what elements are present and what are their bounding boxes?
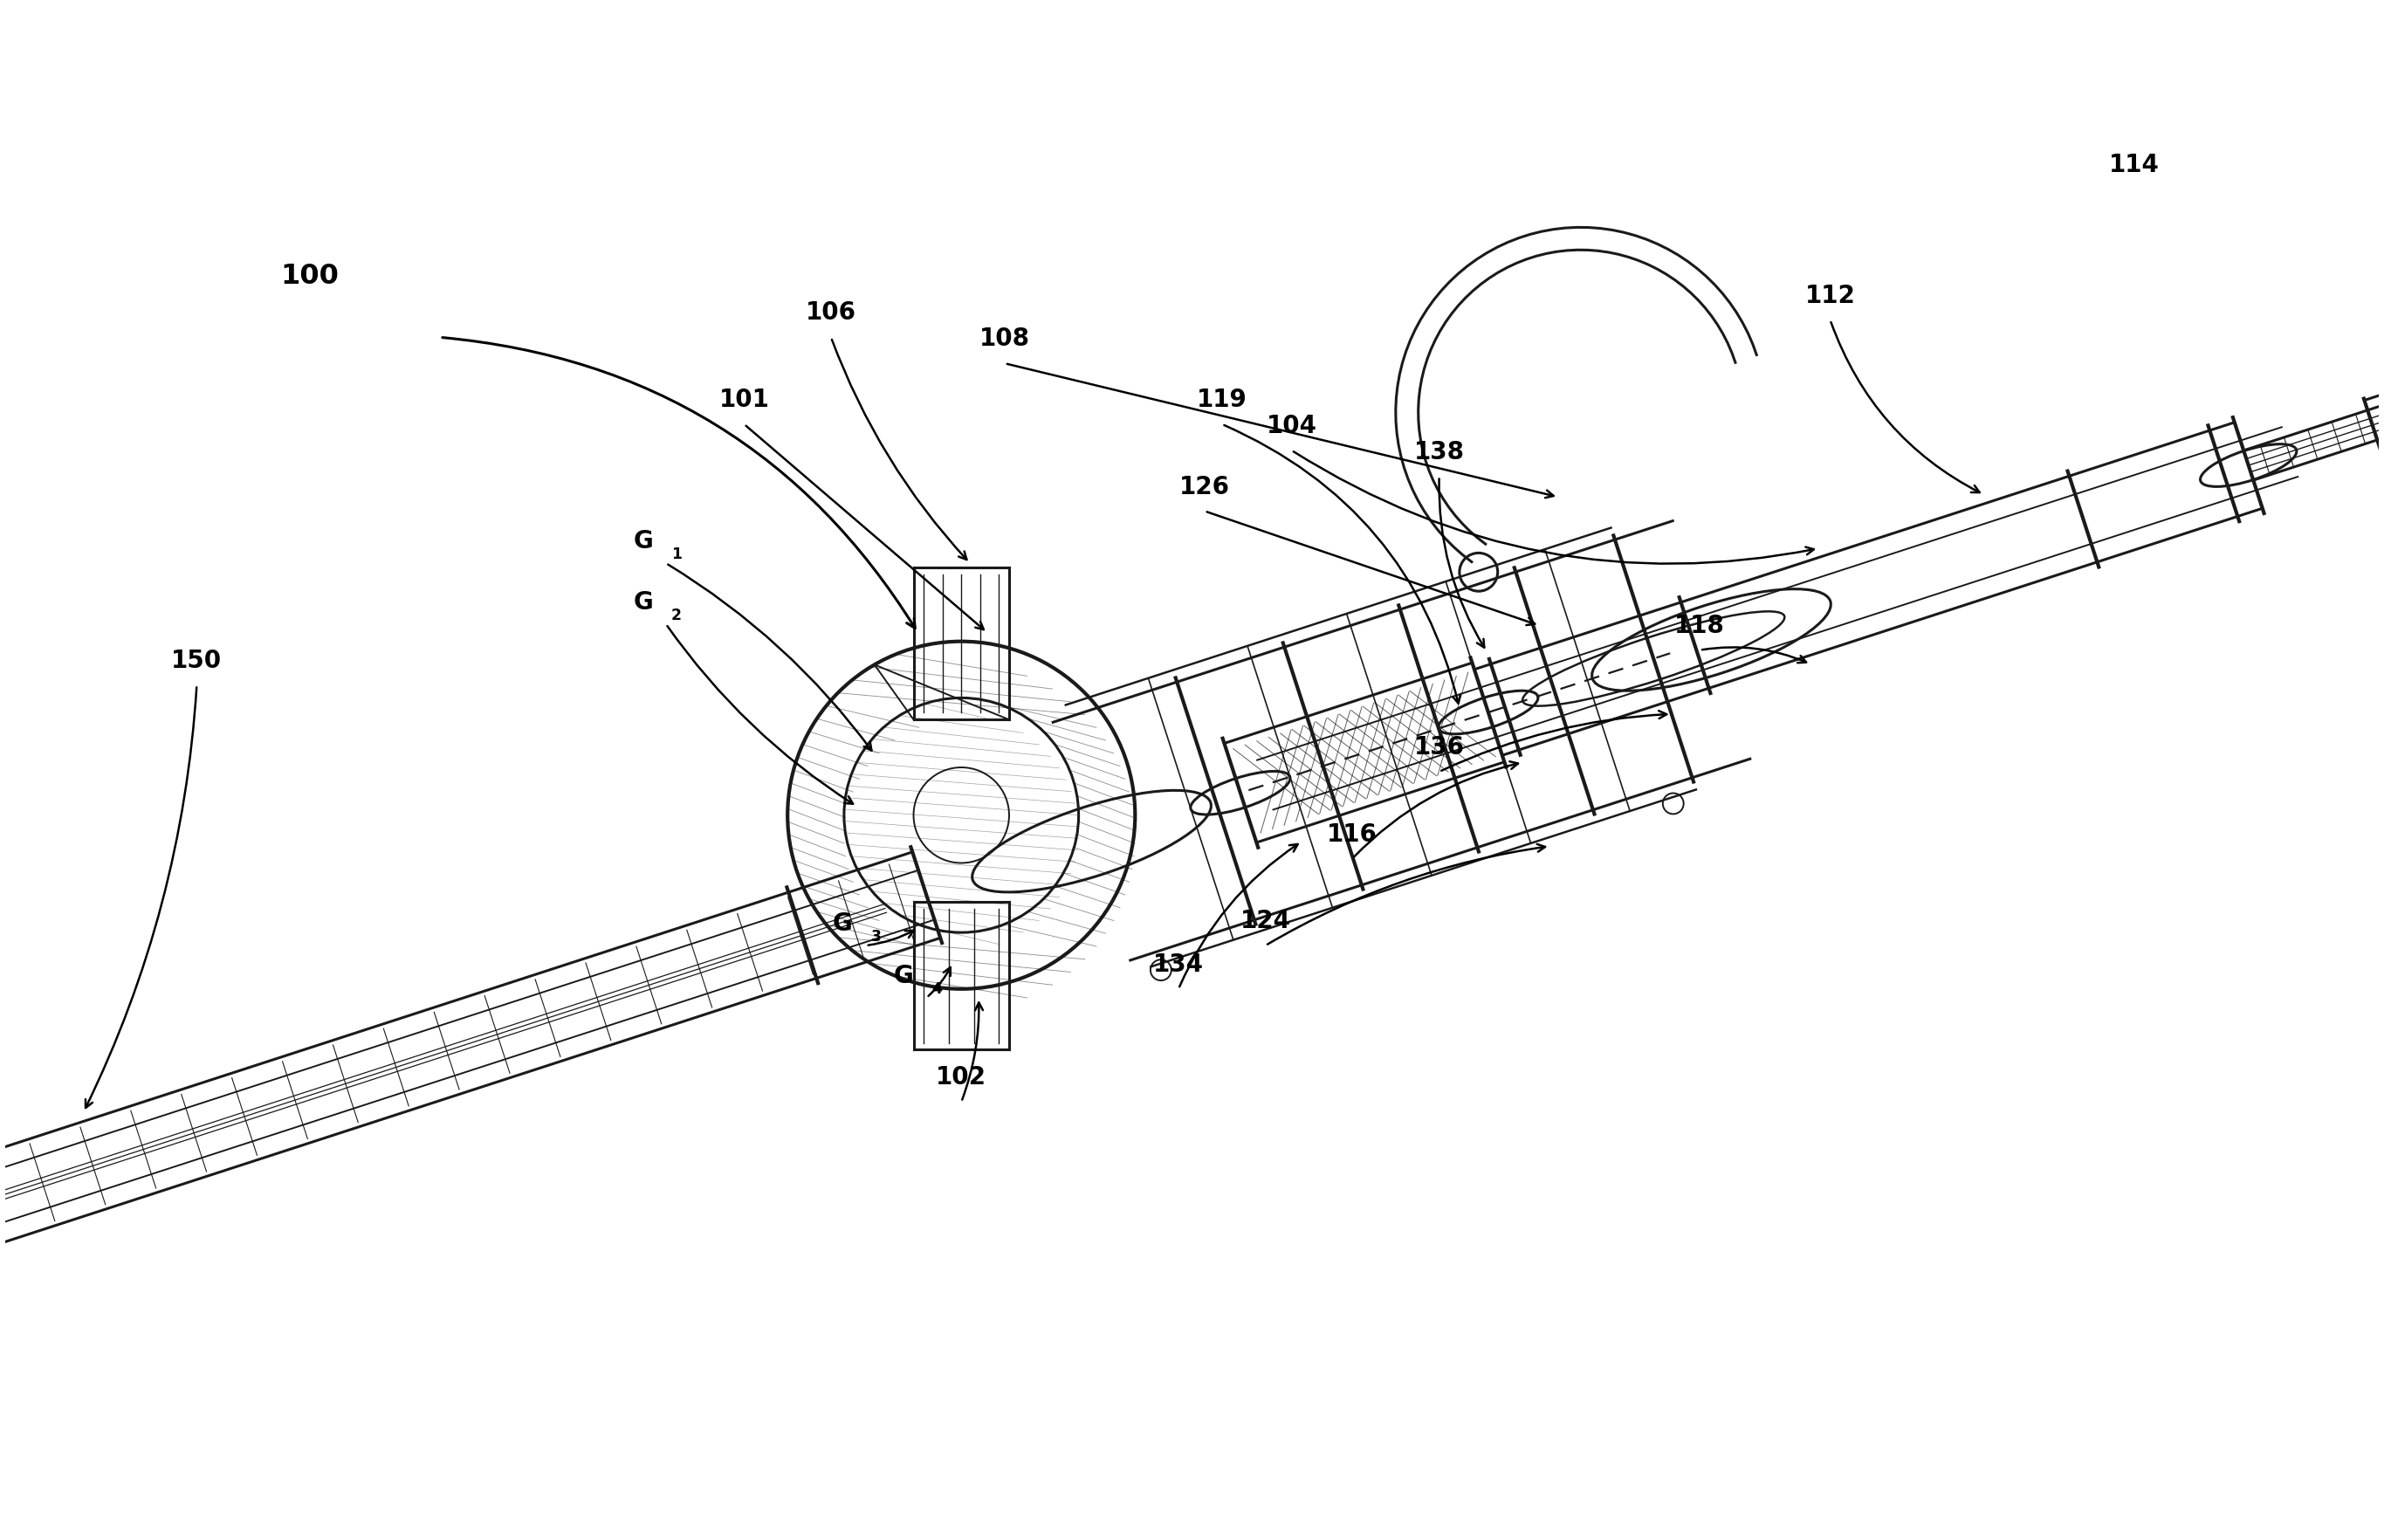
Text: G: G	[634, 530, 653, 554]
Text: 4: 4	[932, 981, 942, 996]
Text: 101: 101	[720, 388, 770, 413]
Text: 150: 150	[172, 648, 222, 673]
Text: 108: 108	[980, 326, 1030, 351]
Text: 118: 118	[1674, 613, 1726, 638]
Text: G: G	[894, 964, 913, 989]
Text: 114: 114	[2110, 152, 2160, 177]
Text: G: G	[832, 912, 853, 936]
Text: 126: 126	[1180, 474, 1230, 499]
Text: 124: 124	[1240, 909, 1290, 933]
Text: 1: 1	[672, 547, 682, 562]
Text: 100: 100	[281, 263, 339, 290]
Text: 102: 102	[937, 1066, 987, 1090]
Text: 138: 138	[1414, 440, 1464, 464]
Text: 116: 116	[1328, 822, 1378, 847]
Text: 119: 119	[1197, 388, 1247, 413]
Text: 134: 134	[1154, 952, 1204, 976]
Text: G: G	[634, 590, 653, 614]
Text: 106: 106	[806, 300, 856, 325]
Text: 136: 136	[1414, 735, 1464, 759]
Text: 3: 3	[870, 929, 882, 944]
Text: 2: 2	[672, 607, 682, 624]
Text: 112: 112	[1805, 283, 1855, 308]
Text: 104: 104	[1266, 414, 1316, 439]
